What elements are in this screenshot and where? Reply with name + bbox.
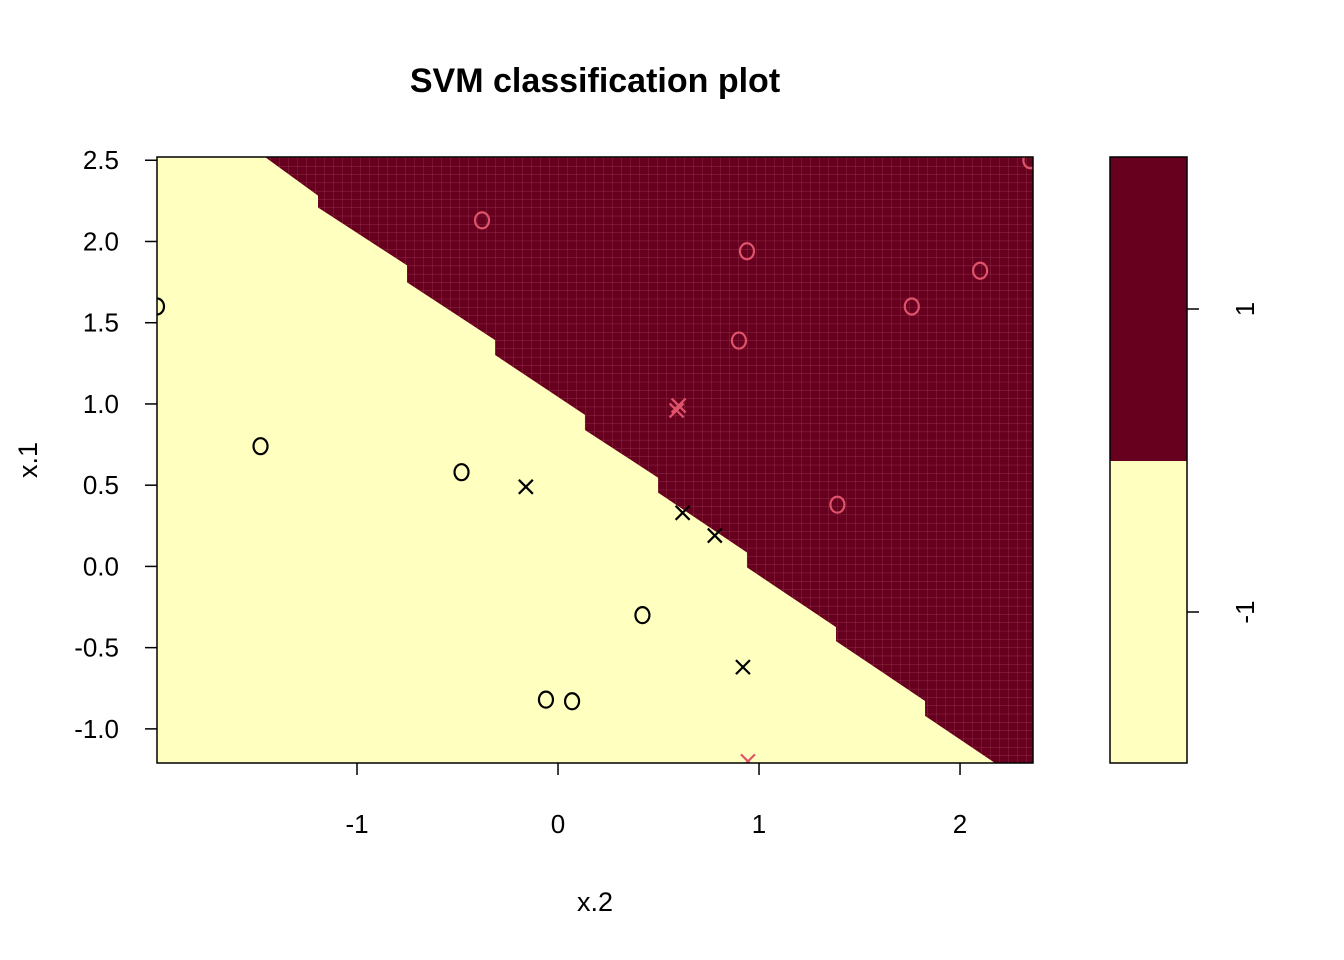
x-tick-label: 1 [752, 809, 766, 839]
x-tick-label: 2 [953, 809, 967, 839]
data-point [563, 692, 581, 711]
x-marker-stroke [670, 397, 687, 414]
legend-swatch-neg1 [1110, 461, 1187, 763]
x-marker-stroke [735, 659, 751, 675]
legend-label-neg1: -1 [1230, 600, 1260, 623]
class-legend: 1 -1 [1109, 156, 1260, 764]
legend-frame [1109, 156, 1188, 764]
legend-swatch-1 [1110, 157, 1187, 461]
x-marker-stroke [674, 505, 691, 521]
plot-frame [156, 156, 1034, 764]
legend-label-1: 1 [1230, 302, 1260, 316]
y-tick-label: 2.5 [83, 145, 119, 175]
support-vector-point [707, 527, 723, 544]
data-point [903, 297, 920, 316]
data-point [1022, 157, 1033, 170]
y-tick-label: 2.0 [83, 226, 119, 256]
data-point [634, 606, 651, 625]
support-vector-point [735, 659, 751, 675]
x-marker-stroke [668, 402, 685, 419]
support-vector-point [674, 505, 691, 521]
data-point [738, 242, 756, 261]
chart-title: SVM classification plot [410, 62, 780, 100]
support-vector-point [518, 479, 534, 495]
x-marker-stroke [707, 527, 723, 544]
y-tick-label: 0.5 [83, 470, 119, 500]
data-point [829, 495, 846, 514]
data-point [473, 211, 491, 230]
x-tick-label: -1 [345, 809, 368, 839]
region-class-1 [264, 157, 1033, 763]
x-tick-label: 0 [551, 809, 565, 839]
y-tick-label: 1.5 [83, 308, 119, 338]
data-point [252, 437, 269, 456]
y-axis-label: x.1 [13, 442, 43, 478]
data-point [730, 331, 748, 350]
x-axis-label: x.2 [577, 887, 613, 917]
y-tick-label: 1.0 [83, 389, 119, 419]
data-point [453, 463, 470, 482]
data-point [157, 297, 166, 316]
x-marker-stroke [744, 753, 756, 763]
support-vector-point [670, 397, 687, 414]
support-vector-point [740, 753, 756, 763]
support-vector-point [668, 402, 685, 419]
y-tick-label: -1.0 [74, 714, 119, 744]
y-tick-label: -0.5 [74, 633, 119, 663]
x-marker-stroke [518, 479, 534, 495]
data-point [972, 261, 989, 280]
data-point [537, 690, 555, 709]
y-tick-label: 0.0 [83, 551, 119, 581]
